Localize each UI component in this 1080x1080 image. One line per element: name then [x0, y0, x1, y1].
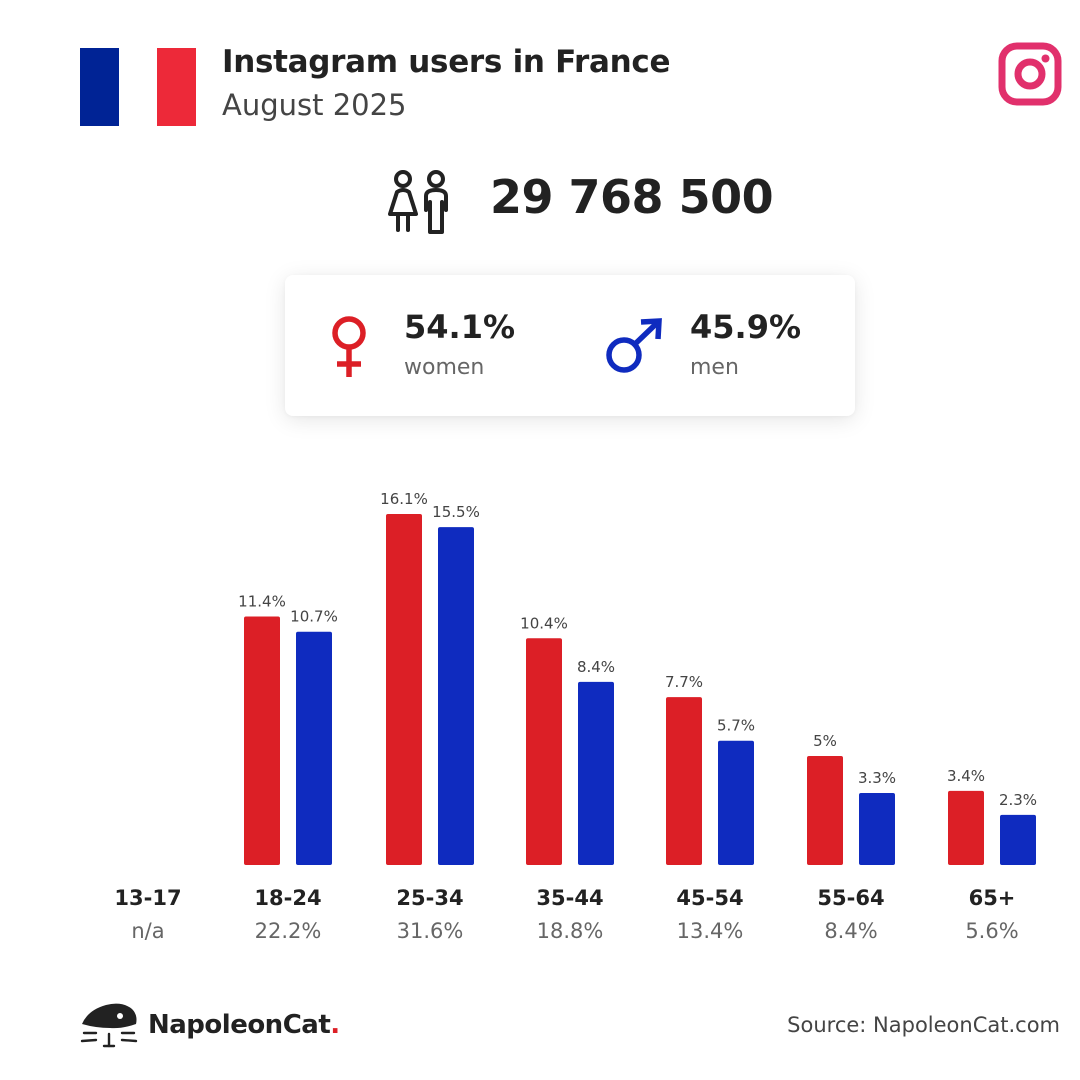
data-label-men-55-64: 3.3% [858, 769, 896, 787]
data-label-women-65+: 3.4% [947, 767, 985, 785]
bar-women-65+ [948, 790, 984, 865]
data-label-men-35-44: 8.4% [577, 658, 615, 676]
category-total-65+: 5.6% [965, 919, 1018, 943]
data-label-women-25-34: 16.1% [380, 490, 428, 508]
users-icon [388, 170, 448, 234]
category-label-65+: 65+ [969, 886, 1016, 910]
data-label-women-45-54: 7.7% [665, 673, 703, 691]
category-label-18-24: 18-24 [254, 886, 321, 910]
bar-men-55-64 [859, 793, 895, 865]
bar-women-35-44 [526, 638, 562, 865]
data-label-women-18-24: 11.4% [238, 592, 286, 610]
category-label-45-54: 45-54 [676, 886, 743, 910]
age-gender-bar-chart: 13-17 n/a 11.4%10.7% 18-24 22.2% 16.1%15.5% 25… [114, 490, 1037, 943]
flag-stripe-white [118, 48, 158, 126]
data-label-men-18-24: 10.7% [290, 608, 338, 626]
bar-men-65+ [1000, 814, 1036, 865]
data-label-women-35-44: 10.4% [520, 614, 568, 632]
female-icon [332, 316, 366, 377]
bar-women-25-34 [386, 514, 422, 865]
men-label: men [690, 355, 739, 380]
bar-women-55-64 [807, 755, 843, 865]
page-subtitle: August 2025 [222, 88, 407, 122]
category-label-13-17: 13-17 [114, 886, 181, 910]
male-icon [606, 318, 662, 373]
france-flag [80, 48, 197, 126]
source-text: Source: NapoleonCat.com [787, 1013, 1060, 1037]
men-percent: 45.9% [690, 308, 802, 346]
bar-men-45-54 [718, 740, 754, 865]
flag-stripe-red [157, 48, 197, 126]
page-title: Instagram users in France [222, 44, 671, 80]
napoleoncat-logo-icon [80, 1003, 138, 1048]
total-users: 29 768 500 [490, 170, 774, 224]
instagram-icon [998, 42, 1062, 106]
data-label-men-65+: 2.3% [999, 791, 1037, 809]
brand-name-text: NapoleonCat [148, 1010, 331, 1040]
women-percent: 54.1% [404, 308, 516, 346]
bar-men-18-24 [296, 631, 332, 865]
category-total-35-44: 18.8% [537, 919, 604, 943]
data-label-men-45-54: 5.7% [717, 717, 755, 735]
category-total-55-64: 8.4% [824, 919, 877, 943]
category-label-35-44: 35-44 [536, 886, 603, 910]
category-total-13-17: n/a [131, 919, 164, 943]
brand-name: NapoleonCat. [148, 1010, 340, 1040]
brand-dot: . [330, 1010, 340, 1040]
category-total-25-34: 31.6% [397, 919, 464, 943]
category-label-55-64: 55-64 [817, 886, 884, 910]
bar-men-25-34 [438, 527, 474, 865]
flag-stripe-blue [80, 48, 119, 126]
women-label: women [404, 355, 485, 380]
category-total-18-24: 22.2% [255, 919, 322, 943]
bar-women-45-54 [666, 697, 702, 865]
category-label-25-34: 25-34 [396, 886, 463, 910]
data-label-women-55-64: 5% [813, 732, 837, 750]
bar-men-35-44 [578, 681, 614, 865]
gender-card: 54.1% women 45.9% men [285, 275, 855, 416]
bar-women-18-24 [244, 616, 280, 865]
category-total-45-54: 13.4% [677, 919, 744, 943]
data-label-men-25-34: 15.5% [432, 503, 480, 521]
